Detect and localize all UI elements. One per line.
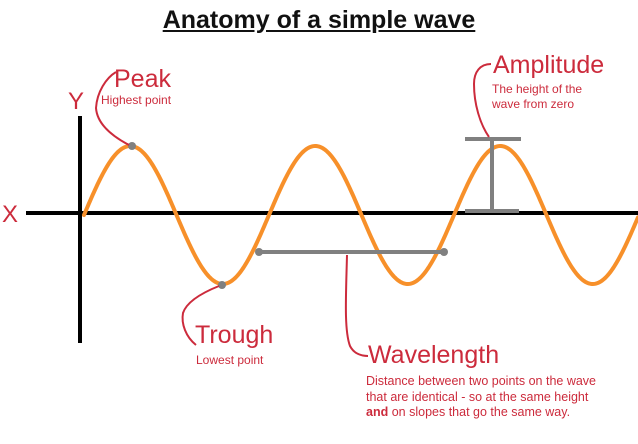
- wavelength-description-bold: and: [366, 405, 389, 419]
- trough-label: Trough: [195, 321, 274, 349]
- peak-description: Highest point: [101, 93, 172, 107]
- wave-curve: [82, 143, 638, 287]
- wavelength-description-part-2: on slopes that go the same way.: [388, 405, 571, 419]
- wavelength-start-point: [255, 248, 263, 256]
- diagram-title: Anatomy of a simple wave: [162, 6, 476, 34]
- wavelength-label: Wavelength: [368, 341, 500, 369]
- trough-point: [218, 281, 226, 289]
- trough-leader: [181, 285, 220, 346]
- amplitude-label: Amplitude: [493, 51, 605, 79]
- amplitude-leader: [472, 63, 492, 138]
- wavelength-description-part-1: Distance between two points on the wave …: [366, 374, 596, 404]
- wavelength-leader: [344, 254, 369, 357]
- wavelength-end-point: [440, 248, 448, 256]
- peak-point: [128, 142, 136, 150]
- y-axis-label: Y: [68, 88, 85, 115]
- amplitude-description-line-2: wave from zero: [492, 97, 575, 111]
- peak-label: Peak: [114, 65, 171, 93]
- amplitude-description-line-1: The height of the: [492, 82, 583, 96]
- peak-leader: [94, 71, 130, 146]
- wavelength-description: Distance between two points on the wave …: [366, 374, 610, 421]
- trough-description: Lowest point: [196, 353, 264, 367]
- x-axis-label: X: [2, 201, 19, 228]
